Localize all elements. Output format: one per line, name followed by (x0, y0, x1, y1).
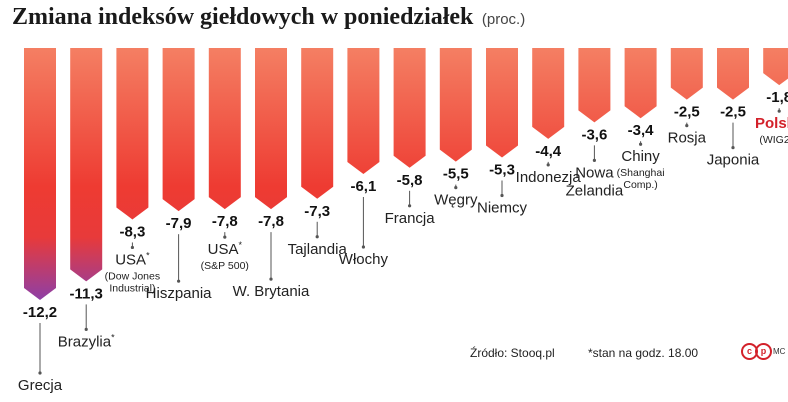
value-label: -1,8 (766, 89, 788, 106)
category-label: Rosja (668, 130, 707, 147)
category-subnote: (Shanghai (617, 167, 665, 179)
bar-17 (763, 48, 788, 86)
value-label: -6,1 (350, 178, 376, 195)
labels-group: -12,2 Grecja -11,3 Brazylia* -8,3 USA* (Dow Jo… (18, 89, 788, 394)
bar-6 (255, 48, 287, 210)
value-label: -7,3 (304, 203, 330, 220)
leader-dot (223, 235, 227, 239)
value-label: -5,8 (397, 172, 423, 189)
bar-11 (486, 48, 518, 158)
value-label: -3,4 (628, 122, 655, 139)
category-subnote: (Dow Jones (105, 270, 160, 282)
bar-3 (116, 48, 149, 220)
leader-dot (639, 142, 643, 146)
leader-dot (777, 109, 781, 113)
category-label: Hiszpania (146, 285, 213, 302)
leader-dot (269, 277, 273, 281)
leader-dot (315, 235, 319, 239)
leader-dot (731, 146, 735, 150)
category-label: Nowa (575, 164, 614, 181)
leader-dot (408, 204, 412, 208)
leader-dot (546, 163, 550, 167)
leader-dot (84, 327, 88, 332)
category-label: Włochy (339, 251, 389, 268)
value-label: -8,3 (119, 223, 145, 240)
bar-10 (439, 48, 472, 162)
logo-p-icon: p (755, 343, 772, 360)
bar-2 (70, 48, 103, 282)
category-label: Grecja (18, 377, 63, 394)
bar-1 (24, 48, 56, 300)
source-note: Źródło: Stooq.pl (470, 346, 555, 360)
category-subnote: Industrial) (109, 282, 155, 294)
value-label: -12,2 (23, 304, 57, 321)
leader-dot (685, 124, 689, 128)
leader-dot (500, 193, 504, 198)
value-label: -2,5 (720, 104, 746, 121)
chart-title-block: Zmiana indeksów giełdowych w poniedziałe… (12, 4, 525, 31)
bar-7 (301, 48, 334, 199)
value-label: -4,4 (535, 143, 562, 160)
leader-dot (177, 279, 181, 283)
leader-dot (38, 371, 42, 375)
publisher-logo: c p (741, 343, 772, 360)
bar-15 (670, 48, 703, 100)
leader-dot (130, 245, 134, 250)
footnote: *stan na godz. 18.00 (588, 346, 699, 360)
value-label: -3,6 (581, 126, 607, 143)
category-label: Zelandia (566, 182, 624, 199)
category-label: Polska (755, 115, 788, 132)
value-label: -11,3 (70, 285, 103, 302)
category-subnote: (S&P 500) (201, 260, 249, 272)
category-label: Chiny (621, 148, 660, 165)
leader-dot (454, 186, 458, 190)
logo-sub: MC (773, 347, 786, 356)
value-label: -7,8 (258, 213, 284, 230)
category-label: Francja (385, 210, 436, 227)
value-label: -5,5 (443, 166, 469, 183)
value-label: -7,9 (166, 215, 192, 232)
category-label: USA* (115, 250, 150, 268)
leader-dot (592, 158, 597, 162)
value-label: -5,3 (489, 161, 515, 178)
chart-unit: (proc.) (481, 11, 526, 28)
category-label: Indonezja (516, 169, 582, 186)
value-label: -7,8 (212, 213, 238, 230)
bar-4 (162, 48, 195, 212)
bars-group (24, 48, 788, 300)
bar-13 (578, 48, 611, 123)
category-label: Węgry (434, 192, 478, 209)
leader-dot (361, 245, 365, 249)
category-subnote: (WIG20) (759, 134, 788, 146)
bar-12 (532, 48, 565, 139)
bar-16 (717, 48, 749, 100)
category-label: Brazylia* (58, 332, 115, 350)
bar-14 (624, 48, 657, 119)
category-label: W. Brytania (233, 283, 310, 300)
bar-5 (208, 48, 241, 210)
value-label: -2,5 (674, 104, 700, 121)
category-subnote: Comp.) (623, 179, 657, 191)
chart-title: Zmiana indeksów giełdowych w poniedziałe… (12, 4, 474, 30)
category-label: Niemcy (477, 199, 528, 216)
category-label: Japonia (707, 152, 760, 169)
bar-9 (393, 48, 426, 168)
bar-8 (347, 48, 380, 174)
category-label: USA* (208, 240, 243, 258)
category-label: Tajlandia (288, 241, 348, 258)
